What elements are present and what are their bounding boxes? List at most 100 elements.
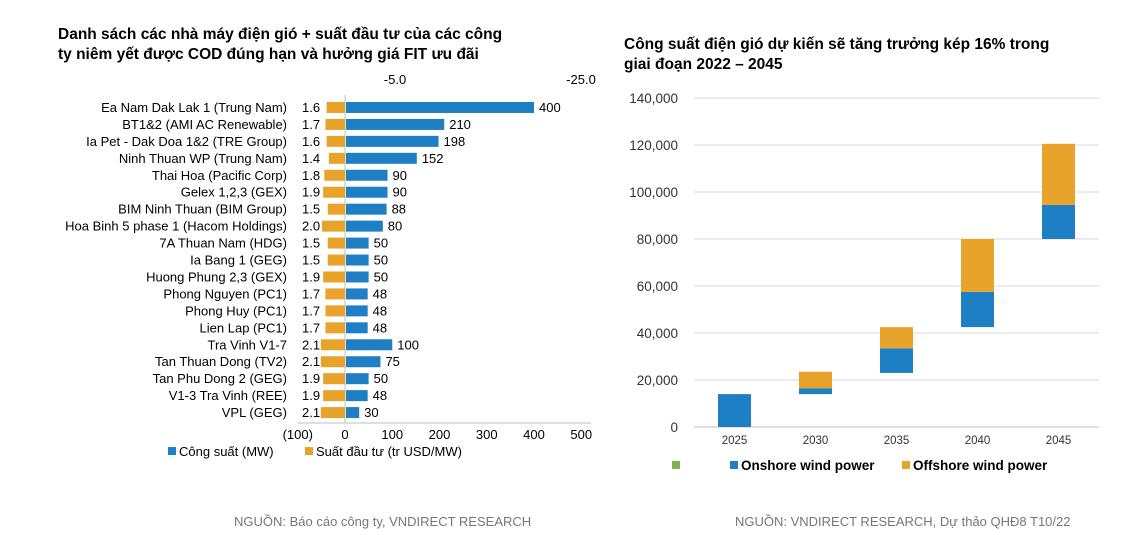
right-chart-title: Công suất điện gió dự kiến sẽ tăng trưởn… [624, 35, 1049, 75]
capacity-bar [346, 220, 383, 232]
category-label: V1-3 Tra Vinh (REE) [169, 388, 287, 403]
cost-bar [326, 101, 345, 113]
value-axis-tick-label: 200 [429, 427, 451, 442]
capacity-data-label: 50 [374, 236, 388, 251]
category-label: VPL (GEG) [222, 405, 287, 420]
left-chart-title: Danh sách các nhà máy điện gió + suất đầ… [58, 25, 502, 65]
category-label: Thai Hoa (Pacific Corp) [152, 168, 287, 183]
capacity-data-label: 90 [393, 185, 407, 200]
y-axis-tick-label: 20,000 [637, 373, 678, 388]
capacity-bar [346, 118, 445, 130]
cost-bar [328, 152, 345, 164]
onshore-segment [961, 291, 994, 328]
capacity-data-label: 48 [373, 320, 387, 335]
capacity-bar [346, 254, 369, 266]
cost-data-label: 1.9 [302, 185, 320, 200]
category-label: Tan Phu Dong 2 (GEG) [153, 371, 287, 386]
offshore-segment [880, 327, 913, 349]
capacity-data-label: 48 [373, 303, 387, 318]
category-label: Ia Bang 1 (GEG) [190, 253, 287, 268]
cost-bar [320, 339, 345, 351]
cost-data-label: 2.1 [302, 405, 320, 420]
cost-bar [323, 390, 345, 402]
y-axis-tick-label: 0 [670, 420, 678, 435]
capacity-data-label: 50 [374, 371, 388, 386]
capacity-bar [346, 407, 360, 419]
capacity-data-label: 100 [397, 337, 419, 352]
cost-data-label: 2.1 [302, 354, 320, 369]
cost-bar [327, 203, 345, 215]
cost-data-label: 1.5 [302, 202, 320, 217]
y-axis-tick-label: 80,000 [637, 232, 678, 247]
category-label: BT1&2 (AMI AC Renewable) [122, 117, 287, 132]
category-label: Tan Thuan Dong (TV2) [155, 354, 287, 369]
y-axis-tick-label: 120,000 [629, 138, 678, 153]
capacity-data-label: 80 [388, 219, 402, 234]
cost-bar [320, 356, 345, 368]
cost-data-label: 1.8 [302, 168, 320, 183]
capacity-bar [346, 271, 369, 283]
capacity-data-label: 198 [444, 134, 466, 149]
category-label: Phong Nguyen (PC1) [163, 286, 287, 301]
offshore-segment [1042, 143, 1075, 205]
capacity-bar [346, 390, 368, 402]
capacity-bar [346, 288, 368, 300]
cost-data-label: 2.1 [302, 337, 320, 352]
cost-data-label: 1.6 [302, 134, 320, 149]
capacity-data-label: 210 [449, 117, 471, 132]
right-title-line-2: giai đoạn 2022 – 2045 [624, 56, 783, 73]
value-axis-tick-label: 500 [570, 427, 592, 442]
capacity-bar [346, 305, 368, 317]
value-axis-tick-label: 100 [381, 427, 403, 442]
capacity-data-label: 50 [374, 253, 388, 268]
value-axis-tick-label: (100) [283, 427, 313, 442]
legend-green-swatch [672, 461, 680, 469]
cost-data-label: 1.5 [302, 253, 320, 268]
cost-bar [325, 305, 345, 317]
cost-data-label: 1.5 [302, 236, 320, 251]
y-axis-tick-label: 100,000 [629, 185, 678, 200]
cost-bar [323, 373, 345, 385]
capacity-data-label: 400 [539, 100, 561, 115]
category-label: Phong Huy (PC1) [185, 303, 287, 318]
legend-offshore-swatch [902, 461, 910, 469]
capacity-data-label: 152 [422, 151, 444, 166]
cost-data-label: 1.7 [302, 320, 320, 335]
capacity-bar [346, 356, 381, 368]
capacity-data-label: 48 [373, 388, 387, 403]
capacity-bar [346, 373, 369, 385]
y-axis-tick-label: 60,000 [637, 279, 678, 294]
offshore-segment [961, 239, 994, 292]
onshore-segment [799, 388, 832, 395]
cost-bar [327, 237, 345, 249]
category-label: Ea Nam Dak Lak 1 (Trung Nam) [101, 100, 287, 115]
x-axis-tick-label: 2045 [1046, 435, 1072, 447]
offshore-segment [799, 371, 832, 389]
capacity-bar [346, 152, 417, 164]
category-label: Lien Lap (PC1) [200, 320, 287, 335]
top-axis-tick-label: -25.0 [566, 72, 596, 87]
category-label: Tra Vinh V1-7 [208, 337, 288, 352]
capacity-bar [346, 135, 439, 147]
left-source-note: NGUỒN: Báo cáo công ty, VNDIRECT RESEARC… [234, 514, 532, 529]
cost-data-label: 1.9 [302, 388, 320, 403]
y-axis-tick-label: 40,000 [637, 326, 678, 341]
cost-bar [327, 254, 345, 266]
category-label: Huong Phung 2,3 (GEX) [146, 269, 287, 284]
category-label: 7A Thuan Nam (HDG) [159, 236, 287, 251]
wind-plant-bar-chart: -5.0 -25.0 Ea Nam Dak Lak 1 (Trung Nam) 1.6… [65, 72, 596, 459]
capacity-data-label: 30 [364, 405, 378, 420]
capacity-bar [346, 169, 388, 181]
capacity-bar [346, 322, 368, 334]
cost-bar [325, 322, 345, 334]
cost-data-label: 1.9 [302, 371, 320, 386]
cost-data-label: 2.0 [302, 219, 320, 234]
cost-data-label: 1.7 [302, 117, 320, 132]
y-axis-tick-label: 140,000 [629, 91, 678, 106]
cost-bar [320, 407, 345, 419]
x-axis-tick-label: 2040 [965, 435, 991, 447]
legend-cost-label: Suất đầu tư (tr USD/MW) [316, 444, 462, 459]
cost-data-label: 1.9 [302, 269, 320, 284]
legend-capacity-label: Công suất (MW) [179, 444, 274, 459]
